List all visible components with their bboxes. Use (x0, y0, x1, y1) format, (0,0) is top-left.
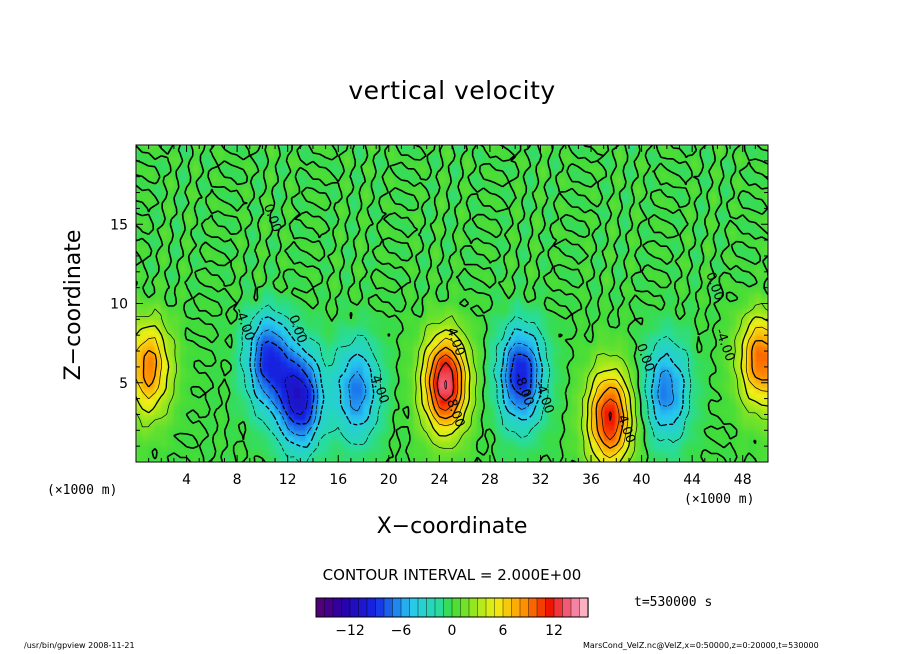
x-tick-label: 36 (582, 472, 600, 488)
colorbar-tick-label: 12 (545, 623, 563, 639)
y-axis-ticks: 5 10 15 (110, 160, 768, 447)
colorbar-swatch (579, 597, 589, 618)
x-tick-label: 20 (380, 472, 398, 488)
colorbar-swatch (332, 597, 343, 618)
footer-right-text: MarsCond_VelZ.nc@VelZ,x=0:50000,z=0:2000… (583, 641, 819, 650)
colorbar-swatch (570, 597, 581, 618)
contour-level-6 (136, 326, 768, 459)
colorbar-swatch (426, 597, 436, 618)
colorbar-swatch (392, 597, 402, 618)
colorbar-swatch (494, 597, 504, 618)
colorbar-tick-label: −6 (391, 623, 412, 639)
colorbar-swatch (358, 597, 368, 618)
x-tick-label: 44 (683, 472, 701, 488)
contour-interval-label: CONTOUR INTERVAL = 2.000E+00 (322, 566, 582, 584)
contour-level-neg10 (284, 375, 309, 415)
y-axis-label: Z−coordinate (61, 229, 86, 381)
colorbar-swatch (502, 597, 513, 618)
colorbar-swatch (383, 597, 394, 618)
contour-level-10 (433, 354, 620, 440)
colorbar-swatch (545, 597, 555, 618)
colorbar-swatch (315, 597, 326, 618)
colorbar-swatch (443, 597, 453, 618)
contour-level-0 (136, 145, 768, 462)
contour-level-neg4 (249, 316, 685, 449)
contour-level-neg6 (254, 329, 675, 437)
y-tick-label: 5 (119, 376, 128, 392)
contour-level-4 (136, 316, 768, 462)
footer-left-text: /usr/bin/gpview 2008-11-21 (24, 641, 135, 650)
colorbar-swatch (349, 597, 360, 618)
colorbar-swatch (366, 597, 377, 618)
colorbar-swatch (324, 597, 334, 618)
colorbar-swatch (562, 597, 572, 618)
x-unit-label-right: (×1000 m) (684, 492, 755, 507)
colorbar-swatch (553, 597, 564, 618)
colorbar-swatch (375, 597, 385, 618)
colorbar-tick-label: −12 (335, 623, 365, 639)
colorbar-tick-label: 0 (448, 623, 457, 639)
x-tick-label: 24 (430, 472, 448, 488)
colorbar-swatch (485, 597, 496, 618)
colorbar-swatch (341, 597, 351, 618)
colorbar: −12 −6 0 6 12 (315, 597, 589, 639)
contour-level-8 (142, 339, 768, 449)
y-tick-label: 10 (110, 297, 128, 313)
colorbar-swatch (400, 597, 411, 618)
time-label: t=530000 s (634, 595, 713, 610)
colorbar-swatch (460, 597, 470, 618)
contour-level-12 (436, 361, 612, 421)
x-tick-label: 48 (734, 472, 752, 488)
contour-level-14 (444, 380, 447, 390)
colorbar-swatch (417, 597, 428, 618)
colorbar-swatch (468, 597, 479, 618)
colorbar-swatch (511, 597, 521, 618)
contour-level-2 (136, 303, 768, 462)
x-axis-ticks: 4 8 12 16 20 24 28 32 36 40 44 48 (148, 145, 756, 488)
y-tick-label: 15 (110, 217, 128, 233)
x-tick-label: 32 (532, 472, 550, 488)
colorbar-swatch (451, 597, 462, 618)
x-axis-label: X−coordinate (376, 514, 528, 539)
colorbar-swatch (409, 597, 419, 618)
x-tick-label: 28 (481, 472, 499, 488)
colorbar-swatch (477, 597, 487, 618)
colorbar-swatch (536, 597, 547, 618)
x-tick-label: 12 (279, 472, 297, 488)
x-tick-label: 4 (182, 472, 191, 488)
x-tick-label: 16 (329, 472, 347, 488)
x-unit-label-left: (×1000 m) (47, 483, 118, 498)
colorbar-swatch (528, 597, 538, 618)
chart-title: vertical velocity (348, 76, 556, 105)
contour-level-neg8 (259, 340, 533, 425)
x-tick-label: 8 (233, 472, 242, 488)
colorbar-tick-label: 6 (499, 623, 508, 639)
x-tick-label: 40 (633, 472, 651, 488)
colorbar-swatch (519, 597, 530, 618)
colorbar-swatch (434, 597, 445, 618)
